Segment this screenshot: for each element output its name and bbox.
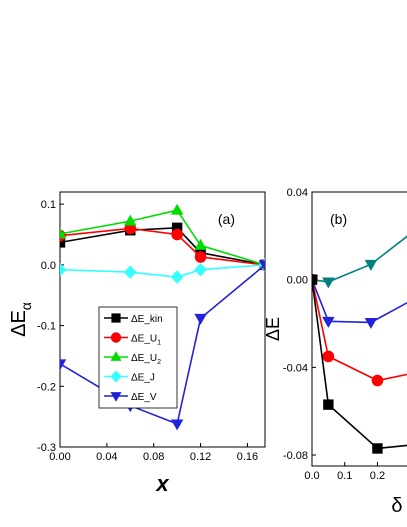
y-tick-label: -0.2 xyxy=(37,381,56,393)
data-point xyxy=(194,251,207,263)
legend: ΔE_kin ΔE_U1 ΔE_U2 ΔE_J ΔE_V xyxy=(98,306,178,409)
series-line xyxy=(312,279,407,382)
x-axis-label: δ xyxy=(391,495,402,517)
data-point xyxy=(194,238,207,250)
y-tick-label: -0.08 xyxy=(283,450,308,462)
x-tick-label: 0.00 xyxy=(49,451,70,463)
chart-panel-b: 0.0 0.1 0.2 0.04 0.00 -0.04 -0.08 (b) δ ΔE xyxy=(263,187,407,517)
x-tick-label: 0.08 xyxy=(143,451,164,463)
y-axis-label: ΔE xyxy=(263,317,283,341)
x-tick-label: 0.2 xyxy=(370,470,385,482)
x-axis-label: x xyxy=(155,471,169,496)
y-tick-label: -0.3 xyxy=(37,442,56,454)
series-group xyxy=(312,235,407,454)
data-point xyxy=(170,419,184,431)
x-tick-label: 0.0 xyxy=(304,470,319,482)
x-tick-label: 0.12 xyxy=(190,451,211,463)
data-point xyxy=(60,262,67,277)
data-point xyxy=(322,316,335,328)
plot-frame xyxy=(59,191,266,448)
legend-label: ΔE_U2 xyxy=(131,353,161,366)
series-line xyxy=(60,264,265,278)
legend-label: ΔE_V xyxy=(131,392,157,403)
y-tick-label: 0.00 xyxy=(287,275,308,287)
y-tick-label: -0.1 xyxy=(37,321,56,333)
legend-label: ΔE_J xyxy=(131,373,155,384)
data-point xyxy=(371,374,384,387)
y-tick-label: 0.04 xyxy=(287,187,308,199)
data-point xyxy=(312,274,318,285)
legend-marker xyxy=(110,392,122,402)
series-line xyxy=(312,279,407,324)
y-axis-label: ΔEα xyxy=(8,302,34,337)
x-tick-label: 0.16 xyxy=(237,451,258,463)
legend-marker xyxy=(111,313,121,323)
data-point xyxy=(124,265,137,279)
legend-marker xyxy=(110,370,122,383)
data-point xyxy=(60,227,67,239)
legend-label: ΔE_U1 xyxy=(131,334,161,347)
data-point xyxy=(323,399,334,410)
data-point xyxy=(170,270,184,284)
data-point xyxy=(170,203,184,215)
data-point xyxy=(322,277,335,289)
data-point xyxy=(171,228,183,241)
x-tick-label: 0.1 xyxy=(337,470,352,482)
plot-frame xyxy=(311,191,407,467)
x-tick-label: 0.04 xyxy=(96,451,117,463)
legend-marker xyxy=(110,351,122,361)
data-point xyxy=(124,214,137,226)
data-point xyxy=(60,359,67,371)
data-point xyxy=(194,262,207,277)
panel-label: (b) xyxy=(330,211,347,227)
data-point xyxy=(258,260,265,272)
y-tick-label: 0.1 xyxy=(41,199,56,211)
panel-label: (a) xyxy=(218,211,235,227)
y-tick-label: -0.04 xyxy=(283,362,308,374)
data-point xyxy=(194,313,207,325)
legend-label: ΔE_kin xyxy=(131,314,163,325)
y-tick-label: 0.0 xyxy=(41,260,56,272)
chart-panel-a: 0.00 0.04 0.08 0.12 0.16 0.1 0.0 -0.1 -0.2 -0.3 (a… xyxy=(8,191,266,496)
legend-marker xyxy=(110,332,122,343)
data-point xyxy=(322,350,335,363)
data-point xyxy=(372,443,383,454)
data-point xyxy=(364,318,378,329)
series-line xyxy=(312,279,407,450)
data-point xyxy=(364,259,378,271)
series-line xyxy=(312,235,407,283)
